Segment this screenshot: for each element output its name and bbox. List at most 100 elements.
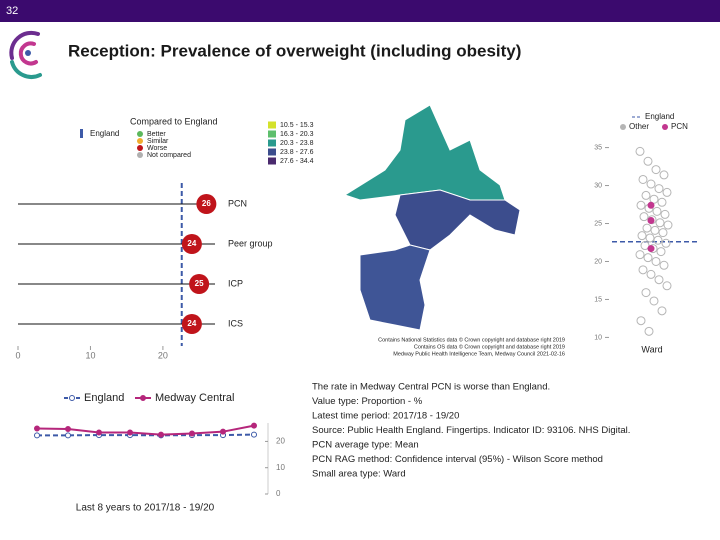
slide-title: Reception: Prevalence of overweight (inc… xyxy=(68,41,521,60)
series-marker xyxy=(220,428,226,435)
ward-point xyxy=(642,223,652,233)
legend-swatch xyxy=(137,152,143,158)
data-label: 26 xyxy=(202,199,211,208)
series-line xyxy=(36,424,255,436)
category-label: PCN xyxy=(228,198,247,208)
category-label: ICS xyxy=(228,318,243,328)
data-label: 25 xyxy=(195,279,204,288)
ward-point xyxy=(660,209,670,219)
page-number: 32 xyxy=(6,5,18,17)
ward-point xyxy=(640,241,650,251)
ward-point xyxy=(662,281,672,291)
dot xyxy=(189,274,210,294)
dot xyxy=(181,314,202,334)
legend-label: Other xyxy=(629,122,649,131)
legend-label: Similar xyxy=(147,138,169,145)
legend-swatch xyxy=(268,157,276,165)
dot xyxy=(196,194,217,214)
y-tick-label: 15 xyxy=(594,296,602,303)
ward-point xyxy=(651,256,661,266)
y-tick-label: 10 xyxy=(594,334,602,341)
header-bar xyxy=(0,0,720,22)
legend-swatch xyxy=(137,138,143,144)
legend-title: Compared to England xyxy=(130,116,218,126)
legend-label: Not compared xyxy=(147,152,191,159)
legend-marker xyxy=(69,395,75,401)
y-tick-label: 0 xyxy=(276,489,281,498)
y-tick-label: 20 xyxy=(594,258,602,265)
series-marker xyxy=(65,426,71,433)
series-marker xyxy=(251,422,257,429)
ward-point xyxy=(641,288,651,298)
legend-label: Better xyxy=(147,131,166,138)
legend-label: 20.3 - 23.8 xyxy=(280,140,314,147)
pcn-point xyxy=(647,201,655,209)
legend-label: 23.8 - 27.6 xyxy=(280,149,314,156)
data-label: 24 xyxy=(187,319,196,328)
ward-point xyxy=(645,233,655,243)
ward-point xyxy=(649,296,659,306)
y-tick-label: 30 xyxy=(594,182,602,189)
ward-point xyxy=(663,220,673,230)
legend-label: 10.5 - 15.3 xyxy=(280,122,314,129)
ward-point xyxy=(643,156,653,166)
ward-point xyxy=(638,265,648,275)
series-marker xyxy=(65,432,71,439)
logo xyxy=(9,30,42,79)
ward-point xyxy=(659,170,669,180)
category-label: ICP xyxy=(228,278,243,288)
y-tick-label: 20 xyxy=(276,437,285,446)
map xyxy=(343,104,521,331)
dot xyxy=(181,234,202,254)
ward-point xyxy=(641,190,651,200)
ward-point xyxy=(635,250,645,260)
note-line: Small area type: Ward xyxy=(312,469,406,480)
map-credit: Contains National Statistics data © Crow… xyxy=(378,336,565,343)
data-label: 24 xyxy=(187,239,196,248)
legend-label: Medway Central xyxy=(155,392,234,404)
ward-point xyxy=(655,218,665,228)
legend-label: PCN xyxy=(671,122,688,131)
ward-point xyxy=(652,206,662,216)
series-line xyxy=(37,433,255,437)
legend-swatch xyxy=(268,139,276,147)
legend-label: England xyxy=(90,129,119,138)
note-line: Value type: Proportion - % xyxy=(312,396,423,407)
legend-marker xyxy=(662,124,668,130)
category-label: Peer group xyxy=(228,238,273,248)
ward-point xyxy=(650,225,660,235)
ward-point xyxy=(646,179,656,189)
legend-label: England xyxy=(84,392,124,404)
ward-point xyxy=(662,187,672,197)
note-line: The rate in Medway Central PCN is worse … xyxy=(312,382,550,393)
ward-point xyxy=(659,260,669,270)
pcn-point xyxy=(647,245,655,253)
ward-point xyxy=(656,247,666,257)
y-tick-label: 25 xyxy=(594,220,602,227)
ward-point xyxy=(636,200,646,210)
legend-swatch xyxy=(80,129,83,138)
note-line: Latest time period: 2017/18 - 19/20 xyxy=(312,411,459,422)
ward-point xyxy=(637,231,647,241)
series-marker xyxy=(96,429,102,436)
ward-point xyxy=(646,269,656,279)
legend-swatch xyxy=(137,131,143,137)
x-axis-label: Ward xyxy=(641,344,662,354)
legend-marker xyxy=(620,124,626,130)
legend-marker xyxy=(140,395,146,401)
ward-point xyxy=(644,326,654,336)
legend-swatch xyxy=(268,121,276,129)
x-tick-label: 10 xyxy=(85,350,95,360)
note-line: PCN average type: Mean xyxy=(312,440,419,451)
legend-swatch xyxy=(268,148,276,156)
legend-label: 27.6 - 34.4 xyxy=(280,158,314,165)
series-marker xyxy=(189,430,195,437)
ward-point xyxy=(653,235,663,245)
pcn-point xyxy=(647,216,655,224)
legend-label: England xyxy=(645,112,674,121)
x-tick-label: 20 xyxy=(158,350,168,360)
legend-label: Worse xyxy=(147,145,167,152)
ward-point xyxy=(661,238,671,248)
